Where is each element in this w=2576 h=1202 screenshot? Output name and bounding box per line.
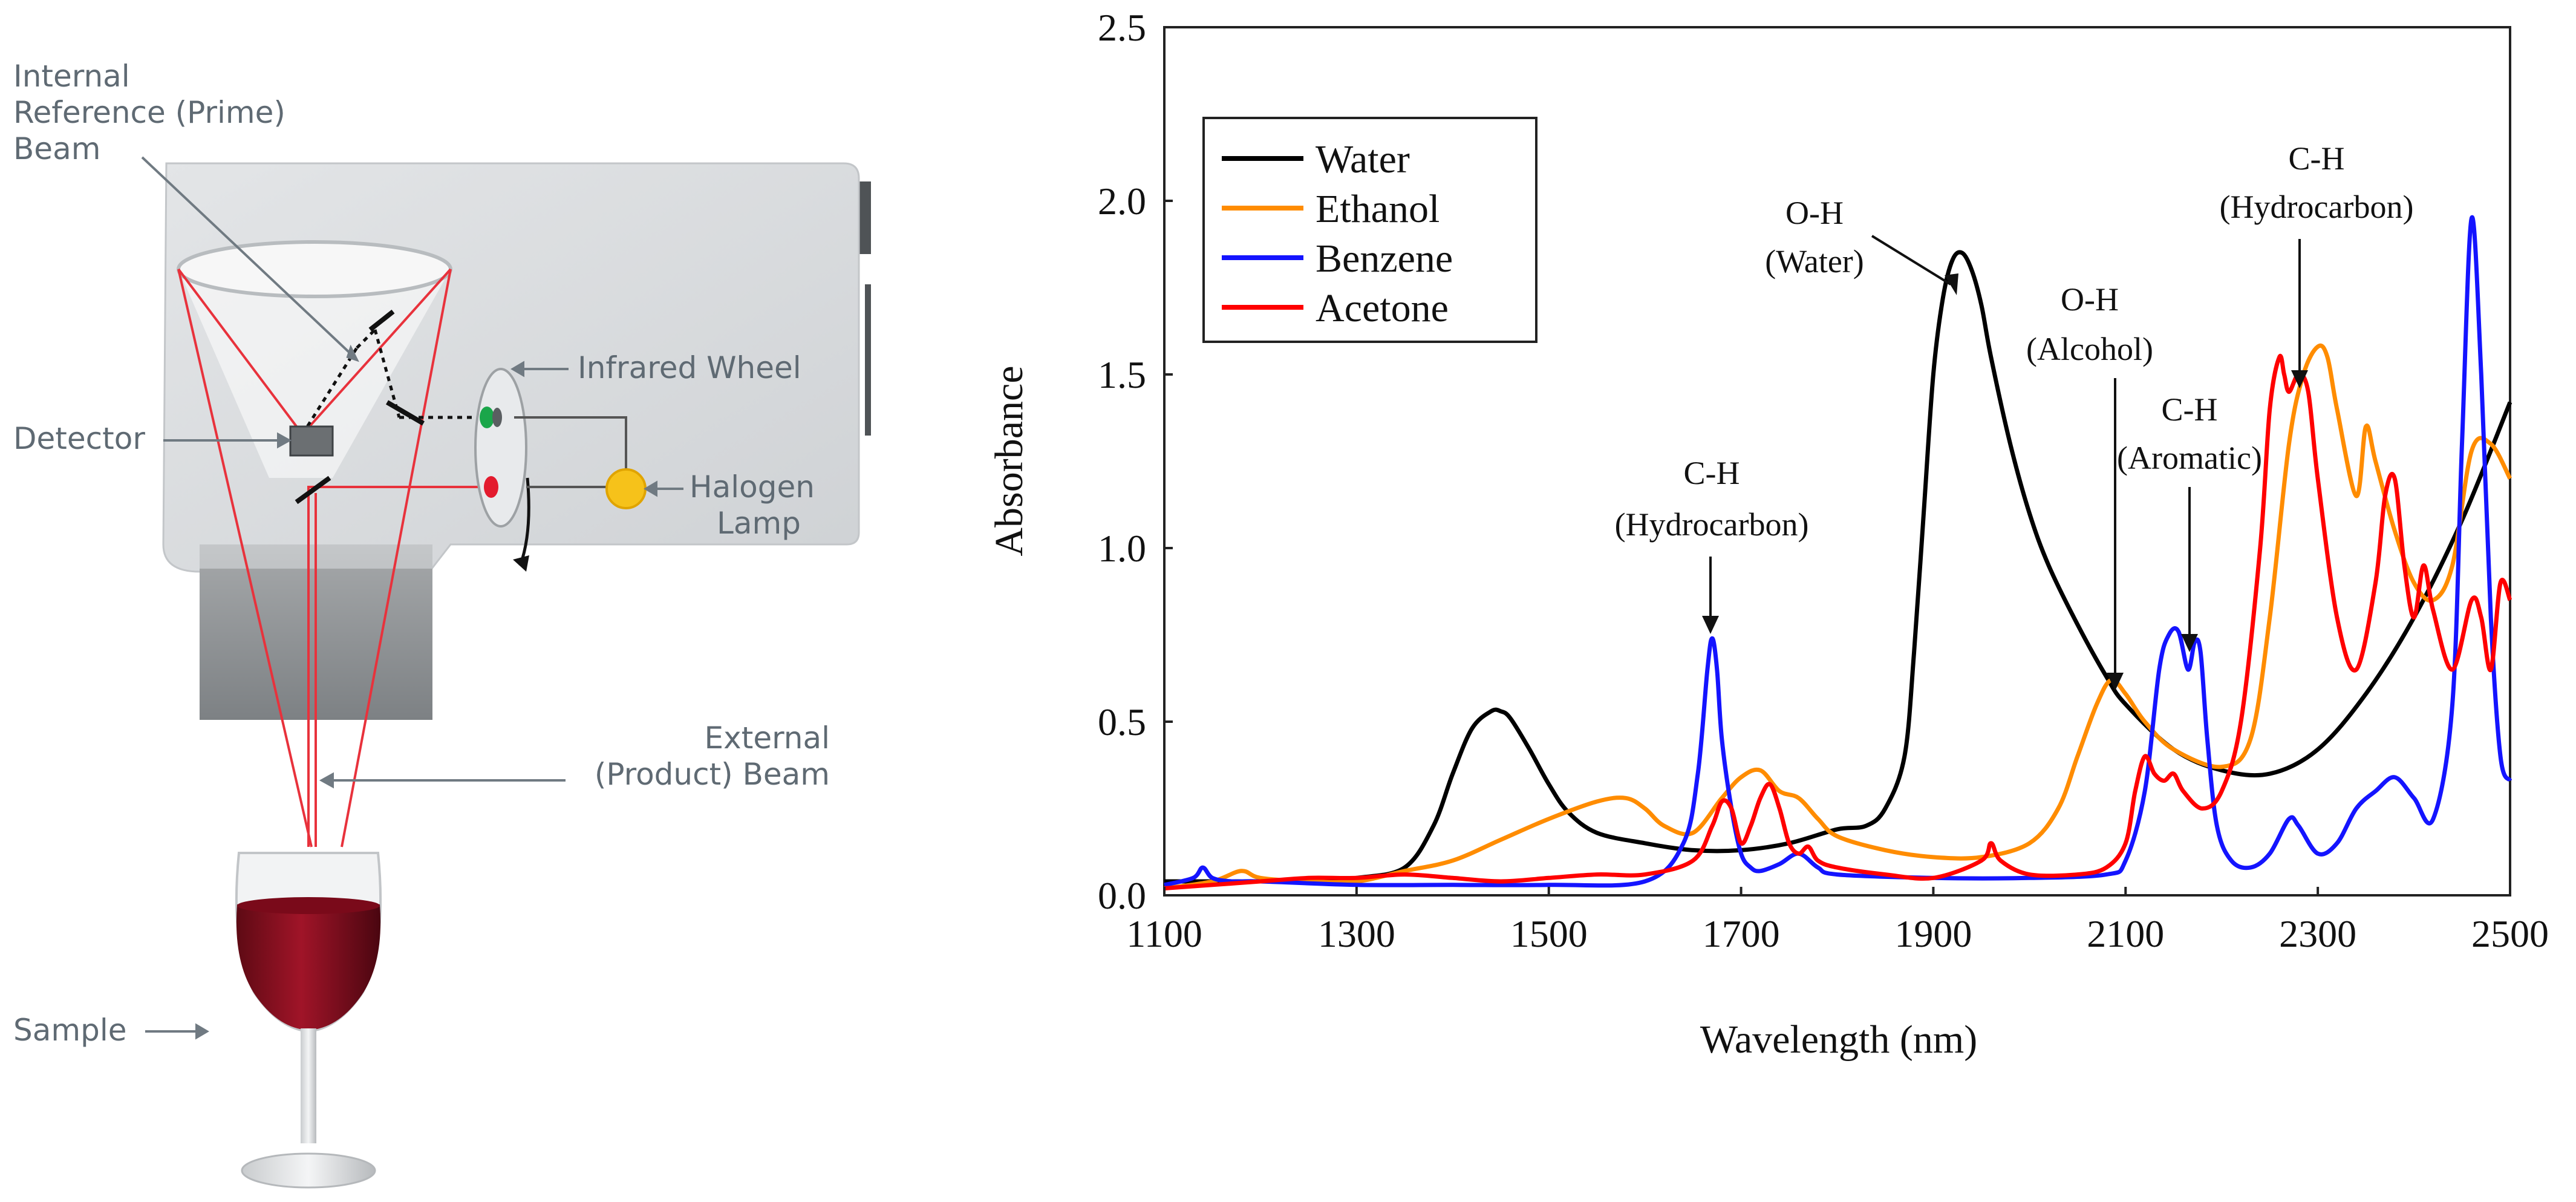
- x-axis-title: Wavelength (nm): [1700, 1017, 1977, 1062]
- annotation-oh-water-arrow: [1871, 235, 1952, 286]
- legend-label-acetone: Acetone: [1316, 286, 1449, 330]
- y-tick-label-0: 0.0: [1098, 874, 1146, 917]
- annotation-ch-hydrocarbon-2-line1: C-H: [2289, 140, 2345, 177]
- annotation-ch-hydrocarbon-2-line2: (Hydrocarbon): [2220, 189, 2414, 225]
- light-beams: [177, 268, 487, 848]
- absorbance-spectra-chart: 1100 1300 1500 1700 1900 2100 2300 2500 0.0 0.5 1.…: [987, 6, 2549, 1062]
- glass-foot: [241, 1152, 376, 1189]
- detector: [289, 425, 334, 457]
- label-external-beam-1: External: [705, 720, 830, 756]
- y-tick-label-1: 0.5: [1098, 701, 1146, 743]
- annotation-ch-hydrocarbon-2-arrowhead: [2291, 370, 2308, 388]
- beam-mirrors: [295, 309, 425, 505]
- label-internal-reference-3: Beam: [13, 131, 100, 166]
- annotation-ch-hydrocarbon-1-line2: (Hydrocarbon): [1615, 506, 1809, 543]
- x-tick-label-6: 2300: [2279, 912, 2356, 955]
- annotation-ch-aromatic-line2: (Aromatic): [2117, 440, 2262, 476]
- leader-infrared-wheel-head: [510, 361, 524, 377]
- halogen-lamp: [605, 468, 647, 509]
- series-line-water: [1164, 250, 2512, 884]
- leader-detector-head: [277, 432, 292, 449]
- label-internal-reference-1: Internal: [13, 59, 130, 94]
- label-detector: Detector: [13, 421, 145, 456]
- annotation-oh-water-line1: O-H: [1785, 195, 1844, 231]
- x-tick-label-2: 1500: [1510, 912, 1588, 955]
- y-axis-title: Absorbance: [987, 365, 1031, 556]
- x-tick-label-4: 1900: [1894, 912, 1972, 955]
- label-infrared-wheel: Infrared Wheel: [578, 350, 801, 385]
- x-tick-label-7: 2500: [2471, 912, 2549, 955]
- pole-bracket-block: [865, 284, 871, 436]
- legend-label-benzene: Benzene: [1316, 237, 1453, 281]
- annotation-oh-alcohol-arrowhead: [2107, 673, 2124, 691]
- plot-frame: [1163, 26, 2511, 897]
- leader-external-beam-head: [319, 772, 334, 789]
- plot-area: 1100 1300 1500 1700 1900 2100 2300 2500 0.0 0.5 1.…: [1098, 6, 2549, 955]
- wheel-filter-red: [484, 476, 498, 498]
- legend-box: [1202, 117, 1537, 343]
- series-layer: [1164, 215, 2512, 890]
- label-internal-reference-2: Reference (Prime): [13, 95, 285, 130]
- label-external-beam-2: (Product) Beam: [595, 757, 830, 792]
- legend-label-water: Water: [1316, 137, 1410, 181]
- glass-stem: [301, 1028, 316, 1143]
- y-tick-label-5: 2.5: [1098, 6, 1146, 49]
- leader-sample-head: [195, 1023, 209, 1040]
- nir-analyzer-diagram: Internal Reference (Prime) Beam Infrared…: [13, 59, 871, 1189]
- y-tick-label-4: 2.0: [1098, 180, 1146, 223]
- label-sample: Sample: [13, 1013, 126, 1048]
- wine: [236, 904, 381, 1030]
- annotation-ch-aromatic-line1: C-H: [2162, 391, 2218, 428]
- annotation-ch-hydrocarbon-1-arrowhead: [1702, 616, 1719, 634]
- annotation-oh-alcohol-line1: O-H: [2061, 281, 2119, 318]
- wine-surface: [237, 897, 380, 914]
- wheel-filter-dark: [492, 408, 502, 427]
- leader-internal-ref: [141, 156, 352, 355]
- collector-mirror-rim: [177, 240, 452, 298]
- x-tick-label-3: 1700: [1703, 912, 1780, 955]
- wheel-filter-green: [480, 407, 494, 428]
- annotation-oh-water-line2: (Water): [1765, 243, 1864, 279]
- x-tick-label-1: 1300: [1318, 912, 1395, 955]
- tick-layer: 1100 1300 1500 1700 1900 2100 2300 2500 0.0 0.5 1.…: [1098, 6, 2549, 955]
- leader-halogen-lamp-head: [644, 480, 657, 497]
- annotation-ch-aromatic-arrowhead: [2181, 634, 2198, 652]
- label-halogen-lamp-1: Halogen: [690, 469, 815, 505]
- wine-glass-sample: [235, 852, 382, 1189]
- label-halogen-lamp-2: Lamp: [717, 506, 801, 541]
- x-tick-label-5: 2100: [2087, 912, 2164, 955]
- series-line-acetone: [1164, 353, 2512, 890]
- leader-internal-ref-head: [346, 344, 359, 362]
- infrared-wheel: [474, 368, 527, 528]
- legend-label-ethanol: Ethanol: [1316, 187, 1440, 231]
- lamp-wiring: [514, 416, 627, 478]
- annotation-oh-alcohol-line2: (Alcohol): [2026, 331, 2153, 367]
- annotation-oh-water-arrowhead: [1945, 273, 1958, 295]
- legend: Water Ethanol Benzene Acetone: [1202, 117, 1537, 343]
- annotation-ch-hydrocarbon-1-line1: C-H: [1684, 455, 1740, 491]
- annotations: C-H (Hydrocarbon) O-H (Water) O-H (Alcoh…: [1615, 140, 2414, 691]
- x-tick-label-0: 1100: [1126, 912, 1202, 955]
- y-tick-label-3: 1.5: [1098, 353, 1146, 396]
- series-line-ethanol: [1164, 343, 2512, 890]
- wheel-rotation-arrowhead: [513, 555, 529, 572]
- y-tick-label-2: 1.0: [1098, 527, 1146, 570]
